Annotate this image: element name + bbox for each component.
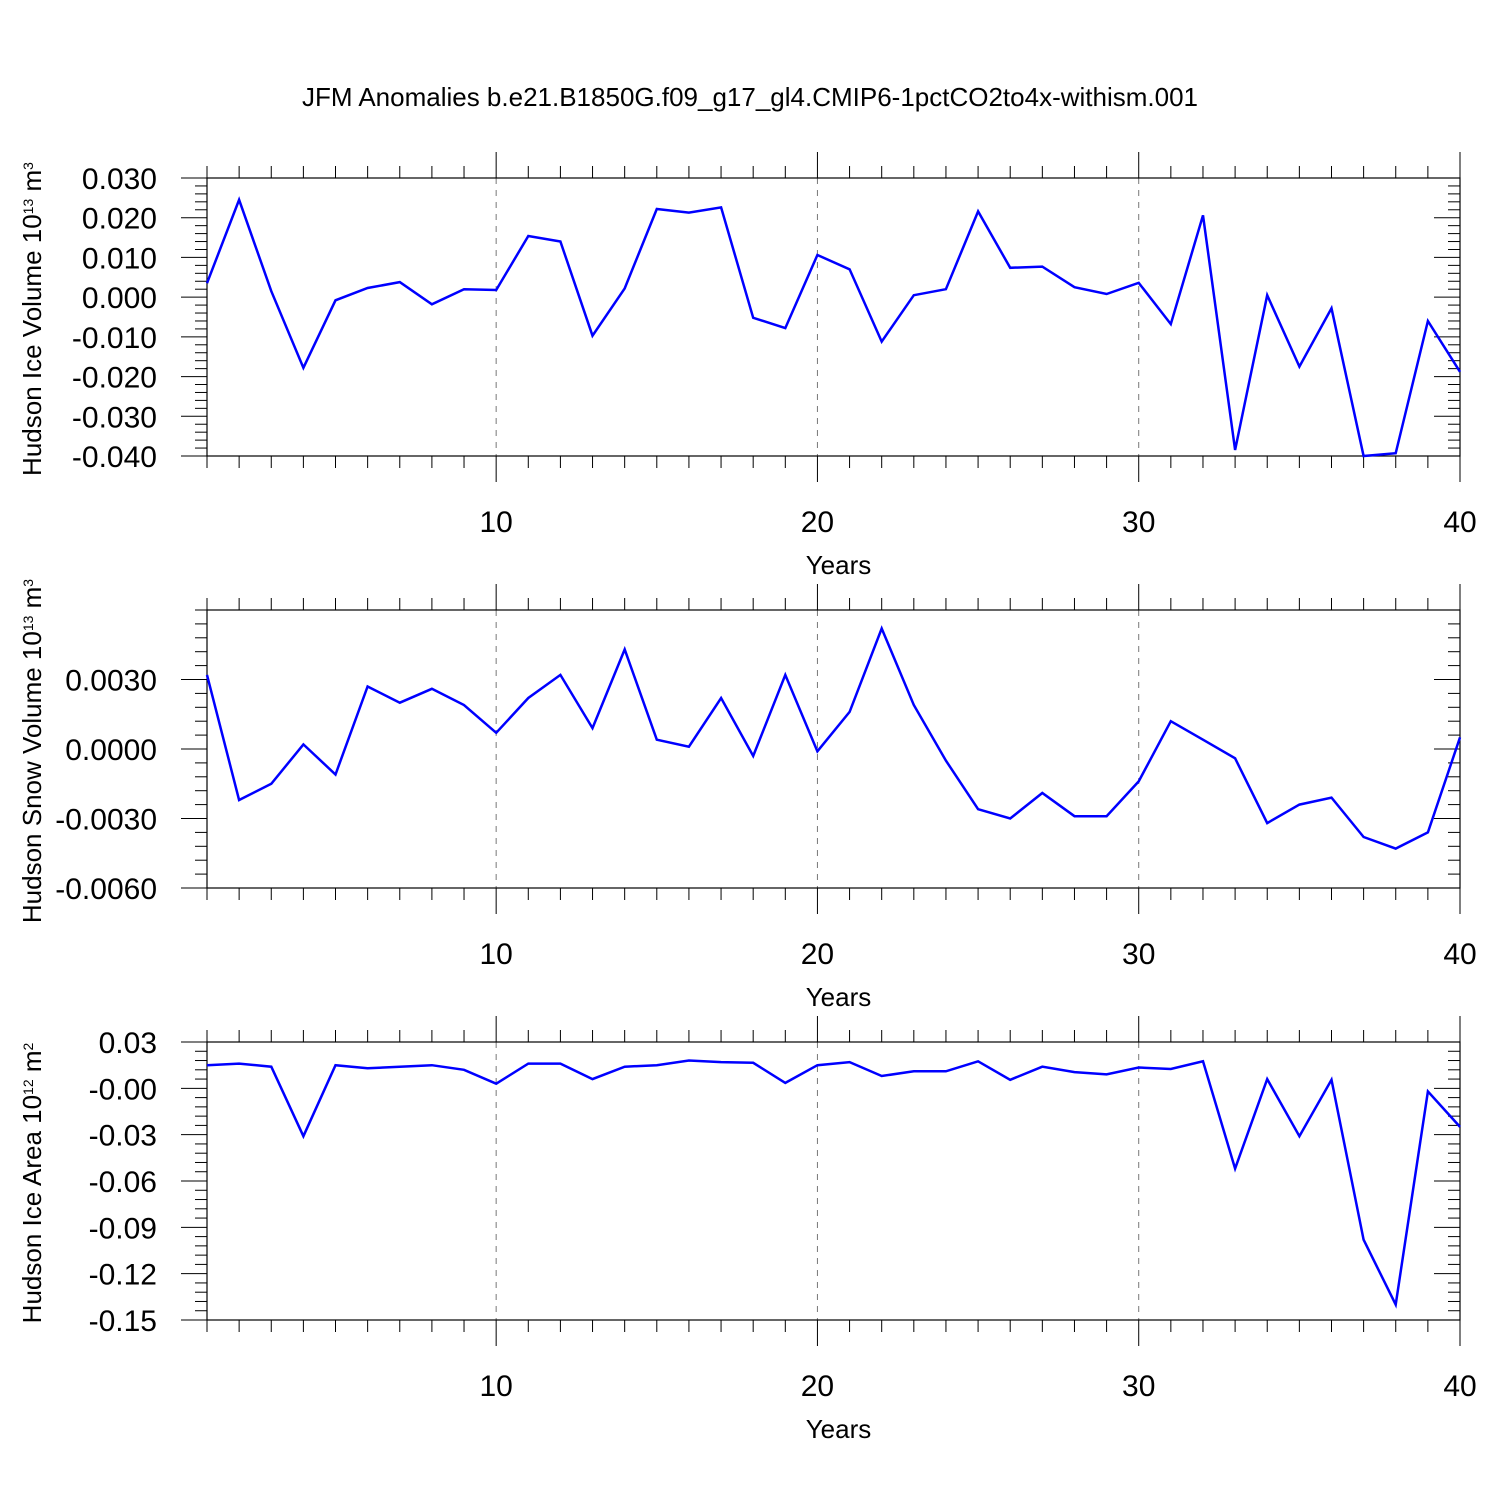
y-axis-title-part: m bbox=[17, 1050, 47, 1079]
plot-frame bbox=[206, 609, 1461, 889]
y-axis-title: Hudson Ice Area 1012 m2 bbox=[17, 1042, 47, 1323]
x-axis-title: Years bbox=[806, 550, 872, 580]
y-tick-label: -0.03 bbox=[89, 1120, 157, 1153]
y-tick-label: -0.020 bbox=[72, 362, 157, 395]
plot-frame bbox=[206, 177, 1461, 457]
y-axis-title-part: Hudson Snow Volume 10 bbox=[17, 631, 47, 923]
x-tick-label: 20 bbox=[801, 938, 834, 971]
x-tick-label: 10 bbox=[479, 1370, 512, 1403]
y-axis-title-superscript: 3 bbox=[20, 162, 36, 170]
y-tick-label: -0.06 bbox=[89, 1166, 157, 1199]
y-axis-title-part: m bbox=[17, 587, 47, 616]
y-tick-label: 0.030 bbox=[82, 163, 157, 196]
y-axis-title-superscript: 13 bbox=[20, 615, 36, 631]
x-tick-label: 10 bbox=[479, 938, 512, 971]
x-tick-label: 40 bbox=[1443, 938, 1476, 971]
y-axis-title-part: Hudson Ice Volume 10 bbox=[17, 214, 47, 476]
chart-panel-2: 10 20 30 40 0.0030 0.0000 -0.0030 -0.0060 Years H… bbox=[17, 579, 1477, 1012]
y-tick-label: 0.010 bbox=[82, 242, 157, 275]
x-tick-label: 10 bbox=[479, 506, 512, 539]
y-axis-title-superscript: 12 bbox=[20, 1079, 36, 1095]
y-axis-title: Hudson Snow Volume 1013 m3 bbox=[17, 579, 47, 923]
x-tick-label: 30 bbox=[1122, 506, 1155, 539]
chart-panel-3: 10 20 30 40 0.03 -0.00 -0.03 -0.06 -0.09 -0.12 -0.… bbox=[17, 1016, 1477, 1444]
y-tick-label: 0.000 bbox=[82, 282, 157, 315]
y-tick-label: 0.03 bbox=[99, 1027, 157, 1060]
x-tick-label: 40 bbox=[1443, 1370, 1476, 1403]
figure-title: JFM Anomalies b.e21.B1850G.f09_g17_gl4.C… bbox=[302, 82, 1198, 112]
y-tick-label: -0.040 bbox=[72, 441, 157, 474]
x-tick-label: 30 bbox=[1122, 1370, 1155, 1403]
y-axis-title-superscript: 13 bbox=[20, 199, 36, 215]
series-line bbox=[205, 625, 1462, 850]
y-axis-title: Hudson Ice Volume 1013 m3 bbox=[17, 162, 47, 476]
y-axis-title-superscript: 2 bbox=[20, 1042, 36, 1050]
y-axis-title-part: Hudson Ice Area 10 bbox=[17, 1095, 47, 1323]
y-tick-label: -0.12 bbox=[89, 1259, 157, 1292]
y-tick-label: -0.010 bbox=[72, 322, 157, 355]
y-tick-label: 0.0030 bbox=[65, 665, 157, 698]
chart-panel-1: 10 20 30 40 0.030 0.020 0.010 0.000 -0.010 -0.020… bbox=[17, 152, 1477, 580]
y-tick-label: -0.0030 bbox=[55, 804, 157, 837]
x-tick-label: 40 bbox=[1443, 506, 1476, 539]
plot-frame bbox=[206, 1041, 1461, 1321]
y-tick-label: -0.09 bbox=[89, 1212, 157, 1245]
y-tick-label: 0.0000 bbox=[65, 734, 157, 767]
panels: 10 20 30 40 0.030 0.020 0.010 0.000 -0.010 -0.020… bbox=[17, 152, 1477, 1444]
y-tick-label: -0.15 bbox=[89, 1305, 157, 1338]
series-line bbox=[205, 196, 1462, 458]
y-axis-title-part: m bbox=[17, 170, 47, 199]
x-tick-label: 20 bbox=[801, 506, 834, 539]
x-tick-label: 20 bbox=[801, 1370, 834, 1403]
y-tick-label: -0.030 bbox=[72, 401, 157, 434]
y-axis-title-superscript: 3 bbox=[20, 579, 36, 587]
x-tick-label: 30 bbox=[1122, 938, 1155, 971]
y-tick-label: -0.00 bbox=[89, 1073, 157, 1106]
y-tick-label: 0.020 bbox=[82, 203, 157, 236]
series-line bbox=[206, 1059, 1461, 1309]
x-axis-title: Years bbox=[806, 1414, 872, 1444]
x-axis-title: Years bbox=[806, 982, 872, 1012]
y-tick-label: -0.0060 bbox=[55, 873, 157, 906]
